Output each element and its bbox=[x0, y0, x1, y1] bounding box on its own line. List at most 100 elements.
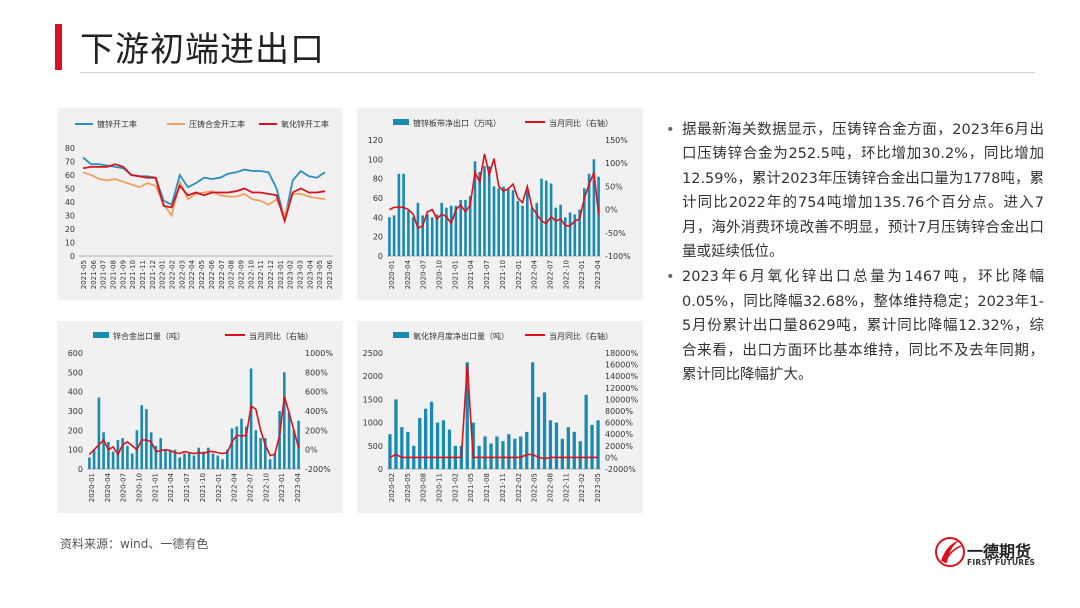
bar bbox=[596, 420, 600, 469]
bar bbox=[226, 449, 229, 469]
x-tick-label: 2020-10 bbox=[136, 473, 144, 502]
bar bbox=[578, 209, 581, 256]
x-tick-label: 2021-08 bbox=[110, 260, 118, 289]
bar bbox=[97, 397, 101, 469]
x-tick-label: 2021-04 bbox=[467, 259, 475, 289]
bar bbox=[536, 397, 541, 469]
y-tick-label: 500 bbox=[68, 368, 83, 377]
bar bbox=[489, 443, 493, 469]
x-tick-label: 2022-04 bbox=[188, 259, 196, 289]
x-tick-label: 2020-08 bbox=[420, 473, 428, 502]
y-tick-label: 2500 bbox=[363, 349, 383, 358]
x-tick-label: 2021-02 bbox=[451, 473, 459, 502]
bar bbox=[495, 436, 499, 469]
bar bbox=[273, 453, 277, 469]
bar bbox=[549, 183, 553, 256]
bar bbox=[259, 438, 262, 469]
x-tick-label: 2022-01 bbox=[159, 260, 167, 289]
bar bbox=[394, 399, 398, 469]
bar bbox=[102, 432, 105, 469]
x-tick-label: 2022-11 bbox=[562, 473, 570, 502]
legend-label: 镀锌开工率 bbox=[97, 119, 137, 129]
x-tick-label: 2020-04 bbox=[404, 259, 412, 289]
bar bbox=[492, 186, 496, 256]
logo-mark-icon bbox=[935, 537, 965, 567]
y2-tick-label: 16000% bbox=[605, 361, 638, 370]
bar bbox=[245, 426, 248, 469]
bar bbox=[130, 453, 134, 469]
bar bbox=[516, 200, 520, 256]
bar bbox=[473, 161, 477, 256]
y2-tick-label: 14000% bbox=[605, 372, 638, 381]
y-tick-label: 40 bbox=[373, 213, 383, 222]
x-tick-label: 2020-07 bbox=[120, 473, 128, 502]
bar bbox=[149, 432, 153, 469]
bar bbox=[483, 166, 486, 256]
bar bbox=[497, 188, 500, 256]
bar bbox=[590, 424, 594, 469]
bar bbox=[421, 215, 424, 256]
bar bbox=[278, 411, 281, 469]
x-tick-label: 2021-10 bbox=[129, 260, 137, 289]
x-tick-label: 2020-02 bbox=[388, 473, 396, 502]
bar bbox=[416, 202, 420, 256]
bar bbox=[583, 188, 586, 256]
y-tick-label: 70 bbox=[65, 158, 75, 167]
x-tick-label: 2022-12 bbox=[267, 260, 275, 289]
y2-tick-label: 50% bbox=[605, 182, 623, 191]
bar bbox=[429, 401, 434, 469]
y2-tick-label: 8000% bbox=[605, 407, 633, 416]
y2-tick-label: 800% bbox=[305, 368, 328, 377]
y-tick-label: 60 bbox=[373, 194, 383, 203]
x-tick-label: 2023-04 bbox=[294, 472, 302, 502]
y2-tick-label: 150% bbox=[605, 136, 628, 145]
legend-label: 氧化锌月度净出口量（吨） bbox=[413, 331, 509, 341]
bar bbox=[159, 438, 162, 469]
bar bbox=[173, 449, 177, 469]
bar bbox=[107, 441, 110, 469]
logo-subtitle: FIRST FUTURES bbox=[967, 558, 1036, 567]
y-tick-label: 100 bbox=[68, 446, 83, 455]
bar bbox=[501, 441, 505, 469]
y-tick-label: 1000 bbox=[363, 419, 383, 428]
chart-3-svg: 锌合金出口量（吨） 当月同比（右轴） 0 100 200 300 400 500 600 -200… bbox=[68, 331, 334, 502]
bar bbox=[400, 427, 404, 469]
bar bbox=[507, 188, 510, 256]
bar bbox=[530, 207, 534, 256]
x-tick-label: 2021-01 bbox=[451, 260, 459, 289]
bar bbox=[519, 436, 523, 469]
bar bbox=[483, 436, 487, 469]
bar bbox=[548, 420, 553, 469]
legend-label: 锌合金出口量（吨） bbox=[113, 331, 185, 341]
bar bbox=[478, 171, 481, 256]
y-tick-label: 0 bbox=[70, 252, 75, 261]
bar bbox=[424, 408, 428, 469]
bar bbox=[407, 210, 410, 256]
bullet-item-2: 2023年6月氧化锌出口总量为1467吨，环比降幅0.05%，同比降幅32.68… bbox=[664, 265, 1044, 387]
y2-tick-label: 1000% bbox=[305, 349, 333, 358]
y-tick-label: 60 bbox=[65, 171, 75, 180]
x-tick-label: 2022-11 bbox=[257, 260, 265, 289]
bar bbox=[121, 438, 124, 469]
y-tick-label: 10 bbox=[65, 239, 75, 248]
bar bbox=[187, 453, 191, 469]
bar bbox=[566, 427, 570, 469]
yoy-line bbox=[88, 396, 300, 457]
bar bbox=[430, 217, 434, 256]
bar bbox=[542, 392, 547, 469]
chart-4-svg: 氧化锌月度净出口量（吨） 当月同比（右轴） 0 500 1000 1500 2000 2500… bbox=[363, 331, 639, 502]
bar bbox=[411, 217, 415, 256]
bar bbox=[578, 441, 582, 469]
y-tick-label: 30 bbox=[65, 212, 75, 221]
bar bbox=[468, 196, 472, 256]
bar bbox=[554, 422, 559, 469]
legend-label: 当月同比（右轴） bbox=[549, 331, 613, 341]
bar bbox=[388, 217, 391, 256]
bar bbox=[283, 372, 286, 469]
bar bbox=[254, 430, 258, 469]
bar bbox=[426, 214, 429, 256]
x-tick-label: 2022-08 bbox=[228, 260, 236, 289]
bar bbox=[192, 455, 196, 469]
legend-swatch-bar bbox=[393, 119, 409, 125]
y2-tick-label: 0% bbox=[305, 446, 318, 455]
